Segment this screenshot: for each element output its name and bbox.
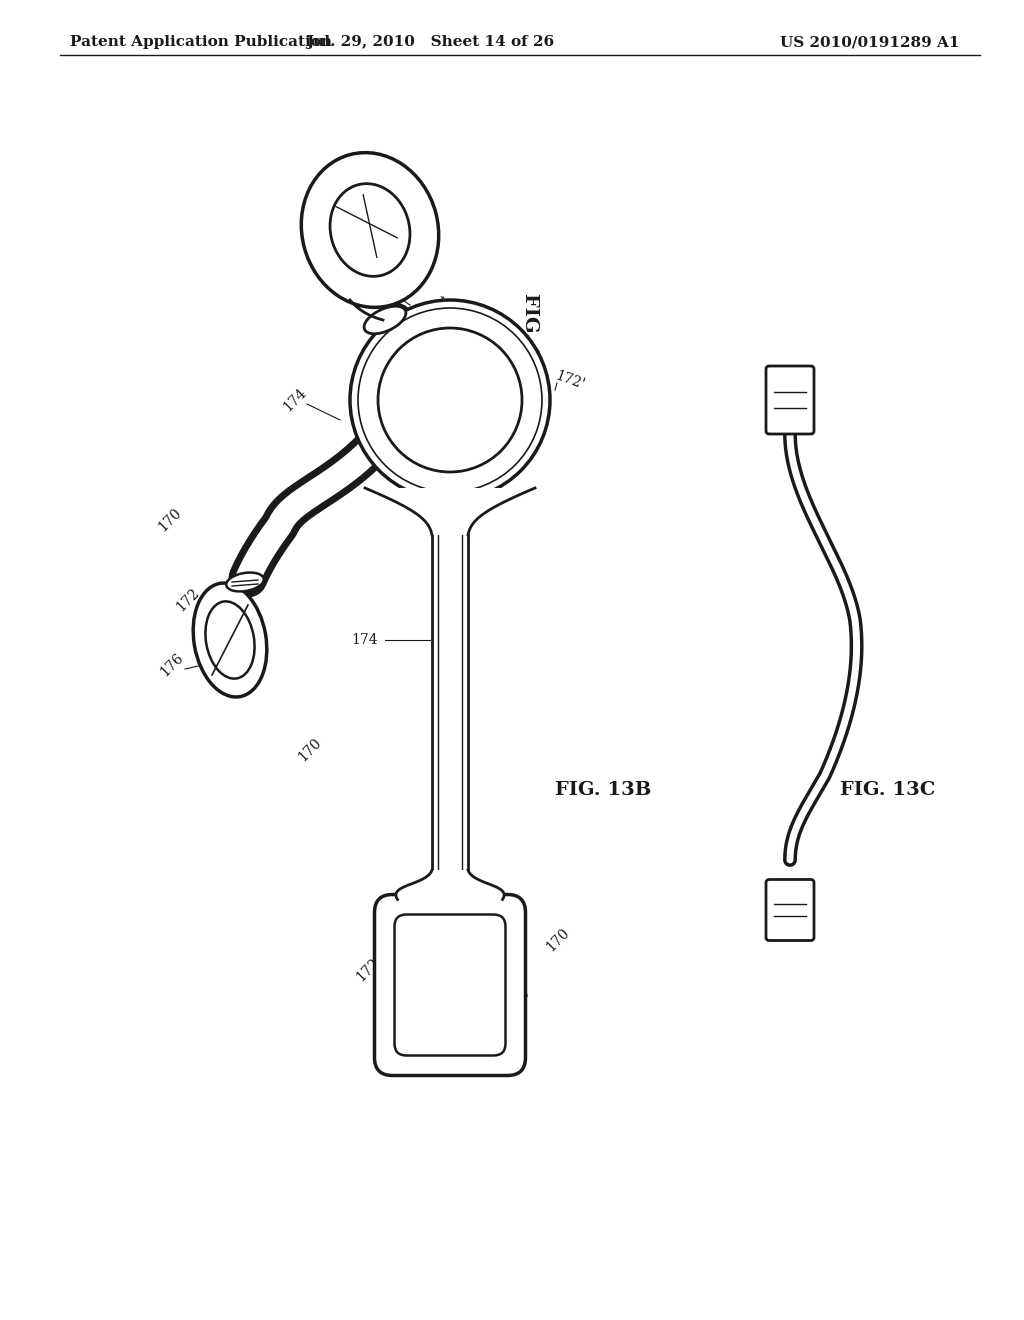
Polygon shape — [396, 870, 504, 899]
FancyBboxPatch shape — [375, 895, 525, 1076]
Circle shape — [350, 300, 550, 500]
Ellipse shape — [206, 602, 255, 678]
Text: US 2010/0191289 A1: US 2010/0191289 A1 — [780, 36, 961, 49]
FancyBboxPatch shape — [766, 879, 814, 940]
Ellipse shape — [226, 573, 264, 591]
Text: 170: 170 — [296, 735, 325, 764]
Text: 174: 174 — [281, 385, 309, 414]
Text: 172': 172' — [429, 294, 461, 326]
Text: 170: 170 — [544, 925, 572, 954]
Text: 176: 176 — [504, 986, 532, 1014]
Ellipse shape — [301, 153, 438, 308]
Text: 176: 176 — [158, 651, 186, 680]
FancyBboxPatch shape — [394, 915, 506, 1056]
Text: 176': 176' — [307, 197, 339, 227]
Text: 172: 172 — [353, 956, 382, 985]
Text: 176': 176' — [367, 272, 397, 304]
Text: 174: 174 — [351, 634, 378, 647]
Ellipse shape — [330, 183, 410, 276]
Text: 170: 170 — [156, 506, 184, 535]
Text: Patent Application Publication: Patent Application Publication — [70, 36, 332, 49]
Circle shape — [378, 327, 522, 473]
Text: FIG. 13A: FIG. 13A — [521, 293, 539, 388]
Ellipse shape — [194, 583, 267, 697]
Polygon shape — [365, 488, 535, 535]
Text: FIG. 13B: FIG. 13B — [555, 781, 651, 799]
Text: FIG. 13C: FIG. 13C — [840, 781, 935, 799]
Ellipse shape — [365, 306, 406, 334]
Text: 172': 172' — [553, 368, 587, 392]
FancyBboxPatch shape — [766, 366, 814, 434]
Text: Jul. 29, 2010   Sheet 14 of 26: Jul. 29, 2010 Sheet 14 of 26 — [306, 36, 554, 49]
Bar — [432, 535, 468, 870]
Text: 172: 172 — [174, 586, 203, 614]
